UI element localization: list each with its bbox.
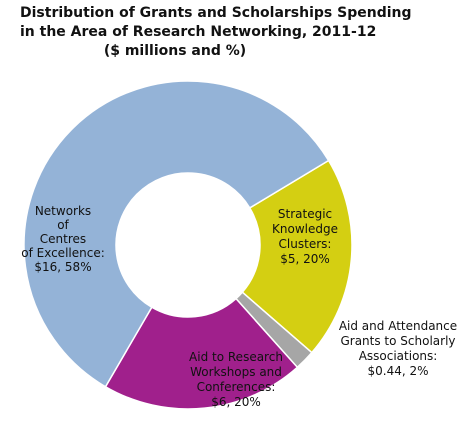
- label-networks-centres-excellence-line: $16, 58%: [34, 260, 91, 274]
- label-aid-attendance-grants-line: Aid and Attendance: [339, 319, 457, 333]
- chart-title-line-2: in the Area of Research Networking, 2011…: [20, 24, 377, 40]
- label-aid-attendance-grants: Aid and Attendance Grants to Scholarly Ass…: [339, 319, 457, 378]
- label-aid-research-workshops-line: Workshops and: [190, 365, 282, 379]
- label-strategic-knowledge-clusters-line: Strategic: [278, 207, 332, 221]
- label-aid-attendance-grants-line: $0.44, 2%: [367, 364, 428, 378]
- slice-networks-centres-excellence: [23, 80, 330, 388]
- label-strategic-knowledge-clusters-line: $5, 20%: [280, 252, 330, 266]
- label-aid-attendance-grants-line: Associations:: [359, 349, 438, 363]
- slice-aid-research-workshops: [104, 297, 299, 410]
- label-aid-research-workshops-line: $6, 20%: [211, 395, 261, 409]
- label-aid-attendance-grants-line: Grants to Scholarly: [340, 334, 455, 348]
- label-networks-centres-excellence: Networks of Centres of Excellence: $16, 58%: [21, 204, 105, 274]
- label-strategic-knowledge-clusters-line: Knowledge: [272, 222, 338, 236]
- label-strategic-knowledge-clusters: Strategic Knowledge Clusters: $5, 20%: [272, 207, 338, 266]
- label-networks-centres-excellence-line: of: [57, 218, 69, 232]
- label-aid-research-workshops-line: Conferences:: [197, 380, 276, 394]
- label-networks-centres-excellence-line: Networks: [35, 204, 91, 218]
- label-aid-research-workshops-line: Aid to Research: [189, 350, 283, 364]
- label-networks-centres-excellence-line: Centres: [40, 232, 86, 246]
- slice-strategic-knowledge-clusters: [241, 159, 353, 354]
- label-networks-centres-excellence-line: of Excellence:: [21, 246, 105, 260]
- label-strategic-knowledge-clusters-line: Clusters:: [279, 237, 332, 251]
- chart-title-line-1: Distribution of Grants and Scholarships …: [20, 5, 412, 21]
- chart-title-line-3: ($ millions and %): [103, 43, 247, 59]
- chart-title: Distribution of Grants and Scholarships …: [20, 4, 412, 61]
- label-aid-research-workshops: Aid to Research Workshops and Conferences:…: [189, 350, 283, 409]
